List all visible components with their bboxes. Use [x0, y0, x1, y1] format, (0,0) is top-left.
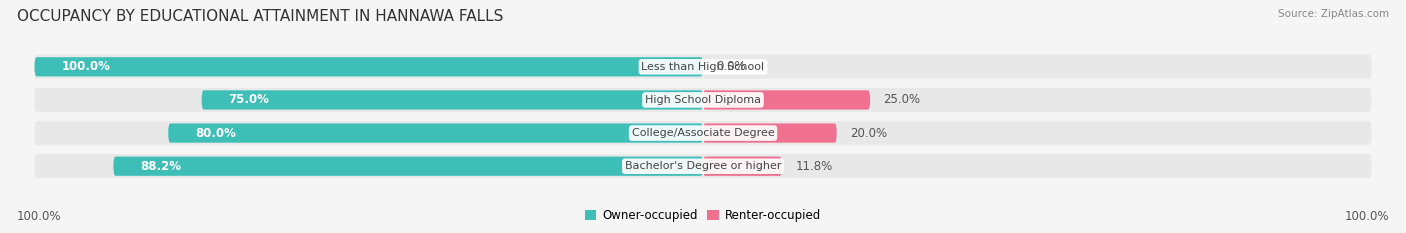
Text: Less than High School: Less than High School — [641, 62, 765, 72]
FancyBboxPatch shape — [35, 55, 1371, 79]
FancyBboxPatch shape — [703, 157, 782, 176]
FancyBboxPatch shape — [35, 88, 1371, 112]
Text: 100.0%: 100.0% — [1344, 210, 1389, 223]
FancyBboxPatch shape — [114, 157, 703, 176]
Text: College/Associate Degree: College/Associate Degree — [631, 128, 775, 138]
Text: 20.0%: 20.0% — [851, 127, 887, 140]
Text: Source: ZipAtlas.com: Source: ZipAtlas.com — [1278, 9, 1389, 19]
FancyBboxPatch shape — [35, 57, 703, 76]
Text: OCCUPANCY BY EDUCATIONAL ATTAINMENT IN HANNAWA FALLS: OCCUPANCY BY EDUCATIONAL ATTAINMENT IN H… — [17, 9, 503, 24]
Text: Bachelor's Degree or higher: Bachelor's Degree or higher — [624, 161, 782, 171]
FancyBboxPatch shape — [169, 123, 703, 143]
Text: 100.0%: 100.0% — [17, 210, 62, 223]
Text: 88.2%: 88.2% — [141, 160, 181, 173]
Text: 25.0%: 25.0% — [883, 93, 921, 106]
FancyBboxPatch shape — [703, 123, 837, 143]
Text: High School Diploma: High School Diploma — [645, 95, 761, 105]
Text: 0.0%: 0.0% — [717, 60, 747, 73]
FancyBboxPatch shape — [201, 90, 703, 110]
Text: 100.0%: 100.0% — [62, 60, 110, 73]
Text: 75.0%: 75.0% — [228, 93, 269, 106]
FancyBboxPatch shape — [35, 154, 1371, 178]
Legend: Owner-occupied, Renter-occupied: Owner-occupied, Renter-occupied — [579, 205, 827, 227]
FancyBboxPatch shape — [703, 90, 870, 110]
Text: 11.8%: 11.8% — [796, 160, 832, 173]
FancyBboxPatch shape — [35, 121, 1371, 145]
Text: 80.0%: 80.0% — [195, 127, 236, 140]
